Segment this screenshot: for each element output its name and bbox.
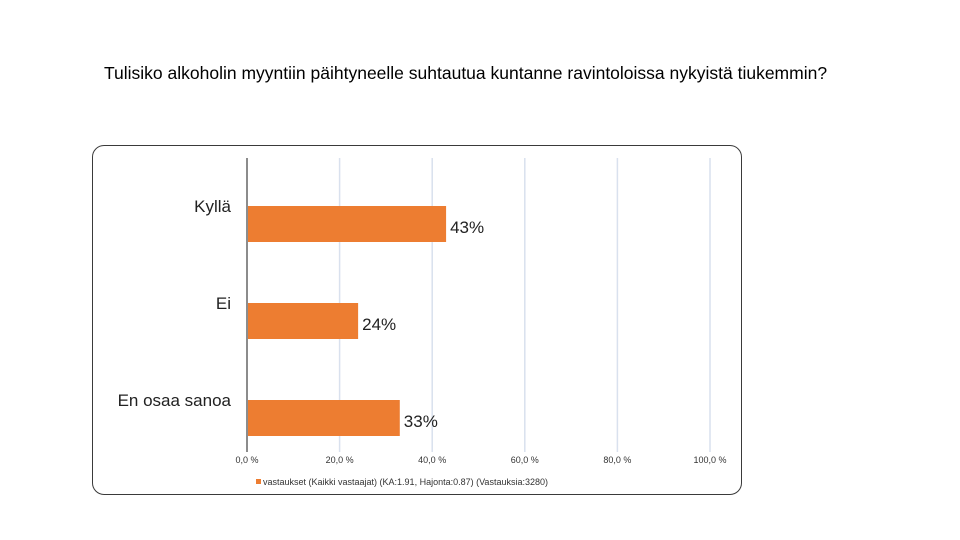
x-tick-label: 60,0 %	[511, 455, 539, 465]
bar	[248, 400, 400, 436]
x-tick-label: 80,0 %	[603, 455, 631, 465]
chart-frame	[92, 145, 742, 495]
bar	[248, 303, 359, 339]
legend-swatch	[256, 479, 261, 484]
data-label: 43%	[450, 218, 484, 237]
category-label: Kyllä	[194, 197, 231, 216]
x-tick-label: 40,0 %	[418, 455, 446, 465]
x-tick-label: 0,0 %	[235, 455, 258, 465]
category-label: Ei	[216, 294, 231, 313]
category-label: En osaa sanoa	[118, 391, 232, 410]
x-tick-label: 100,0 %	[693, 455, 726, 465]
x-tick-label: 20,0 %	[326, 455, 354, 465]
data-label: 33%	[404, 412, 438, 431]
bar	[248, 206, 447, 242]
chart-title: Tulisiko alkoholin myyntiin päihtyneelle…	[104, 63, 828, 83]
data-label: 24%	[362, 315, 396, 334]
legend-label: vastaukset (Kaikki vastaajat) (KA:1.91, …	[263, 477, 548, 487]
